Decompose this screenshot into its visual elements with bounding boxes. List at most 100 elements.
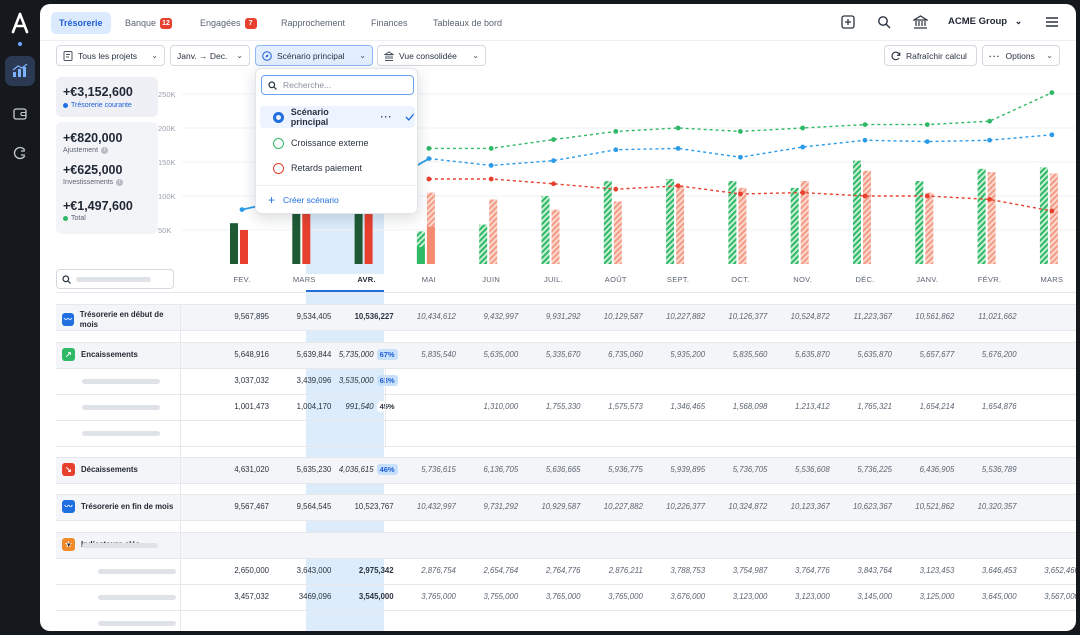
table-cell[interactable]: 5,636,665 bbox=[545, 465, 581, 474]
month-header[interactable]: SEPT. bbox=[666, 275, 690, 284]
series-point[interactable] bbox=[1049, 90, 1055, 96]
view-select-button[interactable]: Vue consolidée ⌄ bbox=[377, 45, 486, 66]
table-cell[interactable]: 3,125,000 bbox=[919, 592, 955, 601]
table-cell[interactable]: 1,654,214 bbox=[919, 402, 955, 411]
projects-filter-button[interactable]: Tous les projets ⌄ bbox=[56, 45, 165, 66]
table-cell[interactable]: 5,939,895 bbox=[670, 465, 706, 474]
bar-inflow[interactable] bbox=[603, 181, 612, 264]
table-cell[interactable]: 5,635,870 bbox=[795, 350, 830, 359]
scenario-search-input[interactable]: Recherche... bbox=[261, 75, 414, 95]
series-point[interactable] bbox=[987, 137, 992, 143]
row-label-end[interactable]: 〰 Trésorerie en fin de mois bbox=[62, 500, 174, 513]
table-cell[interactable]: 10,623,367 bbox=[852, 502, 892, 511]
plugin-nav-icon[interactable] bbox=[5, 138, 35, 168]
series-point[interactable] bbox=[738, 154, 743, 160]
row-label-enc[interactable]: ↗ Encaissements bbox=[62, 348, 174, 361]
table-cell[interactable]: 3,754,987 bbox=[732, 566, 768, 575]
bar-outflow[interactable] bbox=[489, 199, 498, 264]
bar-inflow[interactable] bbox=[977, 168, 986, 264]
period-filter-button[interactable]: Janv. → Dec. ⌄ bbox=[170, 45, 250, 66]
refresh-button[interactable]: Rafraîchir calcul bbox=[884, 45, 977, 66]
table-cell[interactable]: 3,567,000 bbox=[1044, 592, 1076, 601]
bar-outflow[interactable] bbox=[676, 185, 685, 264]
table-cell[interactable]: - bbox=[1023, 312, 1076, 321]
table-cell[interactable]: 10,434,612 bbox=[416, 312, 456, 321]
table-cell[interactable]: 5,639,844 bbox=[296, 350, 332, 359]
search-icon[interactable] bbox=[875, 13, 893, 31]
series-point[interactable] bbox=[426, 176, 432, 182]
table-cell[interactable]: 10,226,377 bbox=[666, 502, 706, 511]
bar-inflow[interactable] bbox=[541, 196, 550, 264]
table-cell[interactable]: 3,765,000 bbox=[608, 592, 643, 601]
bar-outflow[interactable] bbox=[987, 172, 996, 264]
series-point[interactable] bbox=[1049, 208, 1055, 214]
month-header[interactable]: JUIL. bbox=[543, 275, 563, 284]
tab-tableaux-de-bord[interactable]: Tableaux de bord bbox=[433, 18, 503, 28]
table-cell[interactable]: 10,227,882 bbox=[603, 502, 643, 511]
app-logo-icon[interactable] bbox=[10, 12, 30, 34]
bar-outflow[interactable] bbox=[863, 170, 871, 264]
series-point[interactable] bbox=[613, 147, 619, 153]
table-cell[interactable]: 5,835,540 bbox=[421, 350, 456, 359]
series-point[interactable] bbox=[800, 144, 806, 150]
table-cell[interactable]: 9,567,467 bbox=[234, 502, 269, 511]
table-cell[interactable]: 5,736,225 bbox=[857, 465, 892, 474]
table-cell[interactable]: 10,320,357 bbox=[977, 502, 1017, 511]
series-point[interactable] bbox=[675, 125, 681, 131]
table-cell[interactable]: 4,631,020 bbox=[234, 465, 269, 474]
series-point[interactable] bbox=[551, 181, 556, 187]
series-point[interactable] bbox=[675, 146, 681, 151]
tab-rapprochement[interactable]: Rapprochement bbox=[281, 18, 346, 28]
table-cell[interactable]: 1,001,473 bbox=[234, 402, 269, 411]
bar-outflow[interactable] bbox=[738, 187, 747, 264]
create-scenario-button[interactable]: + Créer scénario bbox=[268, 193, 339, 207]
table-cell[interactable]: 5,835,560 bbox=[732, 350, 768, 359]
table-cell[interactable]: 6,735,060 bbox=[608, 350, 643, 359]
table-cell[interactable]: 3,439,096 bbox=[296, 376, 332, 385]
table-cell[interactable]: 3,535,000 bbox=[338, 376, 374, 385]
series-point[interactable] bbox=[488, 146, 494, 151]
series-point[interactable] bbox=[738, 191, 743, 197]
add-icon[interactable] bbox=[839, 13, 857, 31]
bank-icon[interactable] bbox=[911, 13, 929, 31]
expand-caret-icon[interactable]: ▾ bbox=[67, 542, 71, 549]
table-cell[interactable]: 3,788,753 bbox=[670, 566, 706, 575]
table-cell[interactable]: 5,536,789 bbox=[981, 465, 1017, 474]
series-point[interactable] bbox=[426, 156, 432, 161]
series-point[interactable] bbox=[924, 122, 930, 127]
series-point[interactable] bbox=[987, 118, 992, 124]
table-cell[interactable]: - bbox=[1023, 402, 1076, 411]
bar-inflow[interactable] bbox=[728, 181, 737, 264]
row-label-start[interactable]: 〰 Trésorerie en début de mois bbox=[62, 310, 174, 329]
table-cell[interactable]: 5,635,230 bbox=[296, 465, 332, 474]
tab-finances[interactable]: Finances bbox=[371, 18, 408, 28]
table-cell[interactable]: - bbox=[1023, 350, 1076, 359]
series-point[interactable] bbox=[1049, 132, 1055, 138]
table-cell[interactable]: 10,521,862 bbox=[915, 502, 955, 511]
bar-inflow[interactable] bbox=[292, 209, 301, 264]
table-cell[interactable]: 6,436,905 bbox=[919, 465, 955, 474]
bar-outflow[interactable] bbox=[925, 192, 934, 264]
scenario-option-retards[interactable]: Retards paiement bbox=[260, 157, 415, 179]
month-header[interactable]: JUIN bbox=[482, 275, 501, 284]
table-cell[interactable]: 3,123,000 bbox=[732, 592, 768, 601]
bar-outflow[interactable] bbox=[800, 181, 809, 264]
bar-outflow[interactable] bbox=[1049, 173, 1058, 264]
table-cell[interactable]: 9,564,545 bbox=[296, 502, 332, 511]
scenario-option-croissance[interactable]: Croissance externe bbox=[260, 132, 415, 154]
table-cell[interactable]: 3,764,776 bbox=[795, 566, 830, 575]
organization-selector[interactable]: ACME Group ⌄ bbox=[948, 16, 1023, 27]
table-cell[interactable]: 10,929,587 bbox=[541, 502, 581, 511]
table-cell[interactable]: 5,657,677 bbox=[919, 350, 955, 359]
month-header[interactable]: MARS bbox=[292, 275, 316, 284]
table-cell[interactable]: - bbox=[1023, 376, 1076, 385]
table-cell[interactable]: 10,129,587 bbox=[603, 312, 643, 321]
month-header[interactable]: AVR. bbox=[357, 275, 376, 284]
table-cell[interactable]: 11,021,662 bbox=[978, 312, 1017, 321]
info-icon[interactable]: i bbox=[116, 179, 124, 186]
table-cell[interactable]: 4,036,615 bbox=[338, 465, 374, 474]
bar-inflow[interactable] bbox=[230, 223, 238, 264]
table-cell[interactable]: 3,765,000 bbox=[421, 592, 456, 601]
table-cell[interactable]: 3,843,764 bbox=[857, 566, 892, 575]
bar-outflow[interactable] bbox=[240, 230, 248, 264]
